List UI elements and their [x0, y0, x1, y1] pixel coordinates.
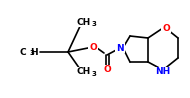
- Text: NH: NH: [155, 68, 171, 77]
- Text: H: H: [30, 48, 38, 57]
- Text: 3: 3: [30, 50, 35, 56]
- Text: O: O: [162, 24, 170, 33]
- Text: O: O: [103, 65, 111, 74]
- Text: CH: CH: [77, 68, 91, 77]
- Text: O: O: [89, 43, 97, 52]
- Text: CH: CH: [77, 18, 91, 26]
- Text: C: C: [19, 48, 26, 57]
- Text: N: N: [116, 44, 124, 53]
- Text: 3: 3: [92, 71, 97, 77]
- Text: 3: 3: [92, 21, 97, 27]
